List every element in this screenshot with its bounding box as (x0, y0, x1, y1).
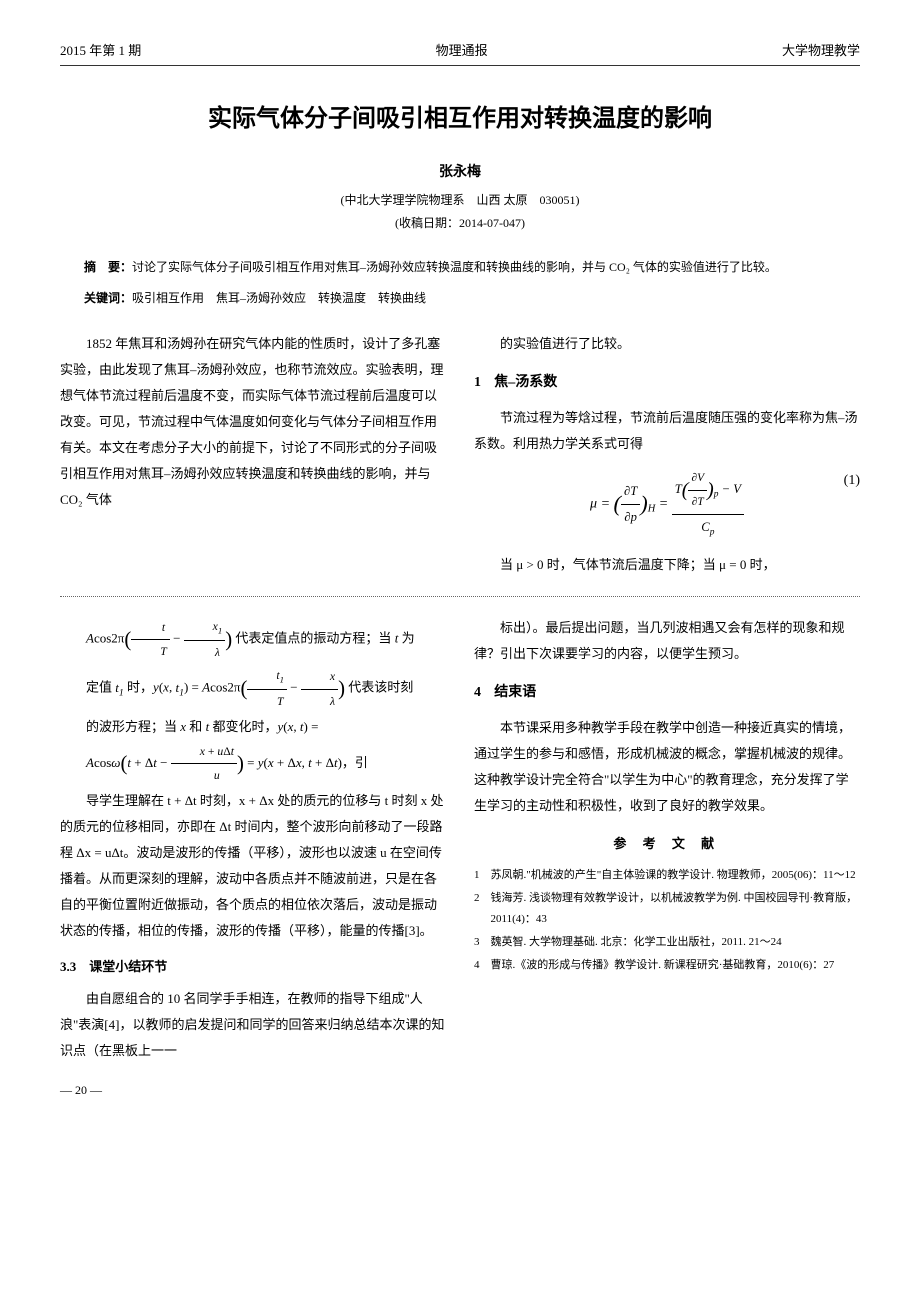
ref-text: 苏凤朝."机械波的产生"自主体验课的教学设计. 物理教师，2005(06)：11… (491, 869, 856, 881)
subsec-num: 3.3 (60, 959, 76, 974)
abstract-text: 讨论了实际气体分子间吸引相互作用对焦耳–汤姆孙效应转换温度和转换曲线的影响，并与… (132, 260, 777, 274)
header-right: 大学物理教学 (782, 40, 860, 59)
article-divider (60, 596, 860, 597)
lower-right-col: 标出）。最后提出问题，当几列波相遇又会有怎样的现象和规律？引出下次课要学习的内容… (474, 615, 860, 1101)
ref-text: 钱海芳. 浅谈物理有效教学设计，以机械波教学为例. 中国校园导刊·教育版，201… (491, 892, 858, 925)
upper-right-p1: 的实验值进行了比较。 (474, 331, 860, 357)
section-1-title: 焦–汤系数 (494, 375, 557, 390)
ref-item: 1苏凤朝."机械波的产生"自主体验课的教学设计. 物理教师，2005(06)：1… (474, 865, 860, 886)
eq-line-3: 的波形方程；当 x 和 t 都变化时，y(x, t) = (60, 714, 446, 740)
ref-num: 2 (474, 888, 491, 909)
upper-right-p2: 节流过程为等焓过程，节流前后温度随压强的变化率称为焦–汤系数。利用热力学关系式可… (474, 405, 860, 457)
section-4-title: 结束语 (494, 685, 536, 700)
ref-item: 2钱海芳. 浅谈物理有效教学设计，以机械波教学为例. 中国校园导刊·教育版，20… (474, 888, 860, 930)
section-4-heading: 4 结束语 (474, 679, 860, 707)
subsection-3-3: 3.3 课堂小结环节 (60, 954, 446, 980)
upper-right-col: 的实验值进行了比较。 1 焦–汤系数 节流过程为等焓过程，节流前后温度随压强的变… (474, 331, 860, 578)
ref-num: 3 (474, 932, 491, 953)
keywords-label: 关键词： (84, 291, 132, 305)
lower-right-p2: 本节课采用多种教学手段在教学中创造一种接近真实的情境，通过学生的参与和感悟，形成… (474, 715, 860, 819)
author-name: 张永梅 (60, 161, 860, 181)
upper-left-p1: 1852 年焦耳和汤姆孙在研究气体内能的性质时，设计了多孔塞实验，由此发现了焦耳… (60, 331, 446, 513)
eq-line-4: Acosω(t + Δt − x + uΔtu) = y(x + Δx, t +… (60, 740, 446, 788)
eq-line-1: Acos2π(tT − x1λ) 代表定值点的振动方程；当 t 为 (60, 615, 446, 664)
ref-text: 曹琼.《波的形成与传播》教学设计. 新课程研究·基础教育，2010(6)：27 (491, 959, 835, 971)
page-number: — 20 — (60, 1078, 446, 1102)
lower-left-col: Acos2π(tT − x1λ) 代表定值点的振动方程；当 t 为 定值 t1 … (60, 615, 446, 1101)
ref-num: 1 (474, 865, 491, 886)
equation-1: μ = (∂T∂p)H = T(∂V∂T)p − V Cp (1) (474, 467, 860, 542)
references-heading: 参 考 文 献 (474, 831, 860, 857)
ref-item: 3魏英智. 大学物理基础. 北京：化学工业出版社，2011. 21～24 (474, 932, 860, 953)
upper-right-p3: 当 μ > 0 时，气体节流后温度下降；当 μ = 0 时， (474, 552, 860, 578)
keywords: 关键词：吸引相互作用 焦耳–汤姆孙效应 转换温度 转换曲线 (60, 286, 860, 311)
section-1-heading: 1 焦–汤系数 (474, 369, 860, 397)
ref-text: 魏英智. 大学物理基础. 北京：化学工业出版社，2011. 21～24 (491, 936, 782, 948)
keywords-text: 吸引相互作用 焦耳–汤姆孙效应 转换温度 转换曲线 (132, 291, 426, 305)
abstract: 摘 要：讨论了实际气体分子间吸引相互作用对焦耳–汤姆孙效应转换温度和转换曲线的影… (60, 255, 860, 280)
equation-1-number: (1) (844, 467, 860, 495)
ref-item: 4曹琼.《波的形成与传播》教学设计. 新课程研究·基础教育，2010(6)：27 (474, 955, 860, 976)
lower-columns: Acos2π(tT − x1λ) 代表定值点的振动方程；当 t 为 定值 t1 … (60, 615, 860, 1101)
upper-left-col: 1852 年焦耳和汤姆孙在研究气体内能的性质时，设计了多孔塞实验，由此发现了焦耳… (60, 331, 446, 578)
running-header: 2015 年第 1 期 物理通报 大学物理教学 (60, 40, 860, 66)
lower-left-p2: 由自愿组合的 10 名同学手手相连，在教师的指导下组成"人浪"表演[4]，以教师… (60, 986, 446, 1064)
received-date: (收稿日期：2014-07-047) (60, 214, 860, 231)
header-left: 2015 年第 1 期 (60, 40, 141, 59)
header-center: 物理通报 (436, 40, 488, 59)
lower-left-p1: 导学生理解在 t + Δt 时刻，x + Δx 处的质元的位移与 t 时刻 x … (60, 788, 446, 944)
eq-line-2: 定值 t1 时，y(x, t1) = Acos2π(t1T − xλ) 代表该时… (60, 664, 446, 713)
ref-num: 4 (474, 955, 491, 976)
affiliation: (中北大学理学院物理系 山西 太原 030051) (60, 191, 860, 208)
abstract-label: 摘 要： (84, 260, 132, 274)
article-title: 实际气体分子间吸引相互作用对转换温度的影响 (60, 98, 860, 133)
upper-columns: 1852 年焦耳和汤姆孙在研究气体内能的性质时，设计了多孔塞实验，由此发现了焦耳… (60, 331, 860, 578)
references-list: 1苏凤朝."机械波的产生"自主体验课的教学设计. 物理教师，2005(06)：1… (474, 865, 860, 975)
subsec-title: 课堂小结环节 (89, 959, 167, 974)
section-1-num: 1 (474, 369, 491, 397)
section-4-num: 4 (474, 679, 491, 707)
lower-right-p1: 标出）。最后提出问题，当几列波相遇又会有怎样的现象和规律？引出下次课要学习的内容… (474, 615, 860, 667)
